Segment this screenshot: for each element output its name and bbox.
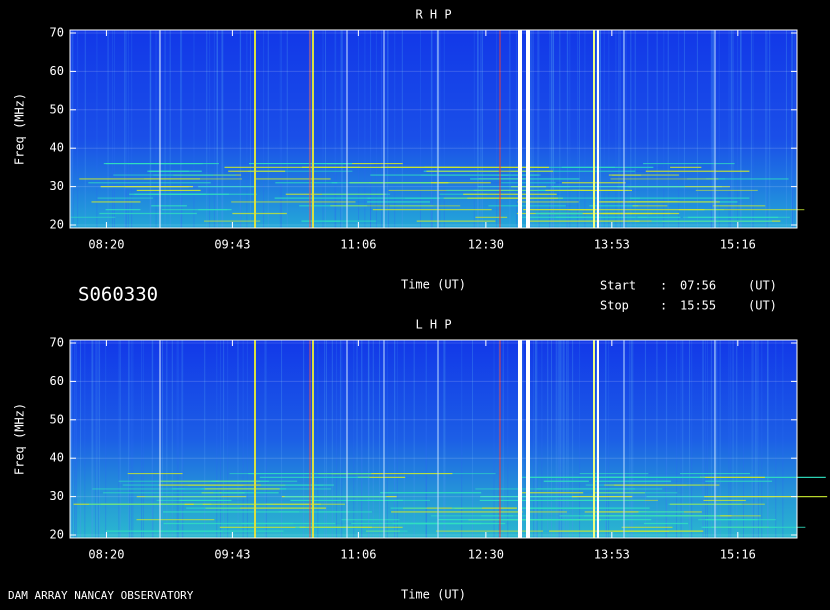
stop-unit: (UT) bbox=[748, 299, 777, 313]
x-tick-label: 11:06 bbox=[340, 238, 376, 252]
start-unit: (UT) bbox=[748, 279, 777, 293]
y-axis-label: Freq (MHz) bbox=[13, 403, 27, 475]
y-tick-label: 70 bbox=[50, 26, 64, 40]
y-tick-label: 70 bbox=[50, 336, 64, 350]
x-axis-label: Time (UT) bbox=[401, 588, 466, 602]
y-tick-label: 50 bbox=[50, 412, 64, 426]
x-tick-label: 15:16 bbox=[720, 238, 756, 252]
y-tick-label: 30 bbox=[50, 179, 64, 193]
panel: R H P Freq (MHz) 20 30 40 50 60 70 08:20 09:43 11:… bbox=[13, 8, 805, 292]
footer: DAM ARRAY NANCAY OBSERVATORY bbox=[8, 589, 194, 602]
x-tick-label: 13:53 bbox=[594, 548, 630, 562]
x-tick-label: 12:30 bbox=[468, 238, 504, 252]
x-tick-label: 11:06 bbox=[340, 548, 376, 562]
x-tick-label: 08:20 bbox=[88, 238, 124, 252]
y-tick-label: 40 bbox=[50, 141, 64, 155]
stop-time: 15:55 bbox=[680, 299, 716, 313]
x-tick-label: 15:16 bbox=[720, 548, 756, 562]
y-tick-label: 20 bbox=[50, 528, 64, 542]
y-tick-label: 20 bbox=[50, 218, 64, 232]
start-sep: : bbox=[660, 279, 667, 293]
panel-title: R H P bbox=[415, 8, 451, 22]
x-tick-label: 09:43 bbox=[214, 548, 250, 562]
x-tick-label: 09:43 bbox=[214, 238, 250, 252]
y-axis-label: Freq (MHz) bbox=[13, 93, 27, 165]
y-tick-label: 30 bbox=[50, 489, 64, 503]
x-tick-label: 12:30 bbox=[468, 548, 504, 562]
y-tick-label: 40 bbox=[50, 451, 64, 465]
plot-frame bbox=[69, 29, 798, 229]
start-label: Start bbox=[600, 279, 636, 293]
panel-title: L H P bbox=[415, 318, 451, 332]
x-tick-label: 13:53 bbox=[594, 238, 630, 252]
x-tick-label: 08:20 bbox=[88, 548, 124, 562]
y-tick-label: 60 bbox=[50, 374, 64, 388]
x-axis-label: Time (UT) bbox=[401, 278, 466, 292]
session-id: S060330 bbox=[78, 284, 158, 306]
stop-sep: : bbox=[660, 299, 667, 313]
plot-frame bbox=[69, 339, 798, 539]
spectrum-background bbox=[70, 30, 797, 228]
y-tick-label: 60 bbox=[50, 64, 64, 78]
stop-label: Stop bbox=[600, 299, 629, 313]
y-tick-label: 50 bbox=[50, 102, 64, 116]
panel: L H P Freq (MHz) 20 30 40 50 60 70 08:20 09:43 11:… bbox=[13, 318, 828, 602]
spectrum-background bbox=[70, 340, 797, 538]
start-time: 07:56 bbox=[680, 279, 716, 293]
